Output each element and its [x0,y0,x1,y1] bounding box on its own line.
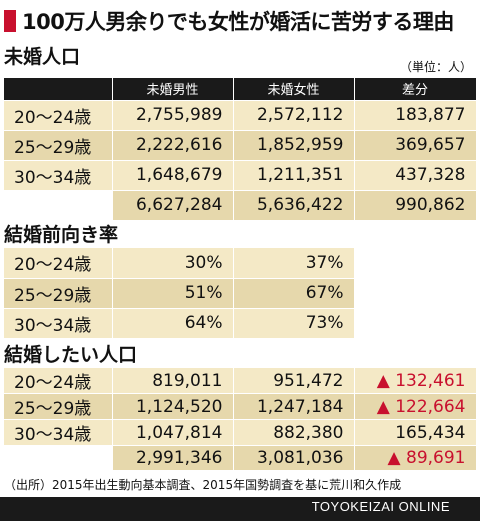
table-row: 20〜24歳 30% 37% [4,248,355,279]
footer-bar: TOYOKEIZAI ONLINE [0,497,480,521]
total-label [4,445,113,471]
total-male: 2,991,346 [112,445,234,471]
total-diff: ▲ 89,691 [354,445,477,471]
cell-male: 2,222,616 [112,130,234,161]
cell-female: 37% [233,248,355,279]
cell-male: 30% [112,248,234,279]
row-label: 20〜24歳 [4,100,113,131]
cell-male: 1,047,814 [112,419,234,446]
cell-female: 951,472 [233,368,355,394]
total-female: 3,081,036 [233,445,355,471]
title-row: 100万人男余りでも女性が婚活に苦労する理由 [4,6,454,36]
cell-diff: 183,877 [354,100,477,131]
cell-female: 2,572,112 [233,100,355,131]
unmarried-table: 未婚男性 未婚女性 差分 20〜24歳 2,755,989 2,572,112 … [4,78,477,221]
marriage-rate-table: 20〜24歳 30% 37% 25〜29歳 51% 67% 30〜34歳 64%… [4,248,355,339]
col-diff: 差分 [354,78,477,101]
cell-female: 882,380 [233,419,355,446]
total-diff: 990,862 [354,190,477,221]
row-label: 20〜24歳 [4,368,113,394]
cell-female: 67% [233,278,355,309]
unmarried-heading: 未婚人口 [4,46,81,68]
cell-female: 1,211,351 [233,160,355,191]
cell-male: 819,011 [112,368,234,394]
row-label: 30〜34歳 [4,308,113,339]
cell-male: 1,648,679 [112,160,234,191]
table-row: 30〜34歳 64% 73% [4,308,355,339]
unit-note: （単位：人） [399,60,472,74]
unmarried-header-row: 未婚男性 未婚女性 差分 [4,78,477,101]
table-row: 20〜24歳 819,011 951,472 ▲ 132,461 [4,368,477,394]
row-label: 30〜34歳 [4,419,113,446]
col-unmarried-male: 未婚男性 [112,78,234,101]
row-label: 25〜29歳 [4,278,113,309]
total-female: 5,636,422 [233,190,355,221]
cell-diff: ▲ 122,664 [354,393,477,420]
row-label: 25〜29歳 [4,130,113,161]
total-row: 6,627,284 5,636,422 990,862 [4,190,477,221]
cell-male: 64% [112,308,234,339]
col-unmarried-female: 未婚女性 [233,78,355,101]
row-label: 25〜29歳 [4,393,113,420]
table-row: 25〜29歳 51% 67% [4,278,355,309]
cell-diff: ▲ 132,461 [354,368,477,394]
header-corner [4,78,113,101]
table-row: 25〜29歳 1,124,520 1,247,184 ▲ 122,664 [4,393,477,420]
want-marry-heading: 結婚したい人口 [4,344,138,366]
table-row: 25〜29歳 2,222,616 1,852,959 369,657 [4,130,477,161]
cell-female: 1,852,959 [233,130,355,161]
table-row: 30〜34歳 1,648,679 1,211,351 437,328 [4,160,477,191]
marriage-rate-heading: 結婚前向き率 [4,224,119,246]
total-label [4,190,113,221]
title-marker [4,10,16,32]
source-note: （出所）2015年出生動向基本調査、2015年国勢調査を基に荒川和久作成 [4,478,402,492]
cell-diff: 165,434 [354,419,477,446]
brand-logo: TOYOKEIZAI ONLINE [311,499,450,514]
cell-diff: 437,328 [354,160,477,191]
total-male: 6,627,284 [112,190,234,221]
cell-male: 51% [112,278,234,309]
cell-male: 2,755,989 [112,100,234,131]
table-row: 20〜24歳 2,755,989 2,572,112 183,877 [4,100,477,131]
cell-female: 1,247,184 [233,393,355,420]
total-row: 2,991,346 3,081,036 ▲ 89,691 [4,445,477,471]
cell-diff: 369,657 [354,130,477,161]
cell-male: 1,124,520 [112,393,234,420]
row-label: 20〜24歳 [4,248,113,279]
page-title: 100万人男余りでも女性が婚活に苦労する理由 [22,10,454,34]
cell-female: 73% [233,308,355,339]
row-label: 30〜34歳 [4,160,113,191]
table-row: 30〜34歳 1,047,814 882,380 165,434 [4,419,477,446]
want-marry-table: 20〜24歳 819,011 951,472 ▲ 132,461 25〜29歳 … [4,368,477,471]
